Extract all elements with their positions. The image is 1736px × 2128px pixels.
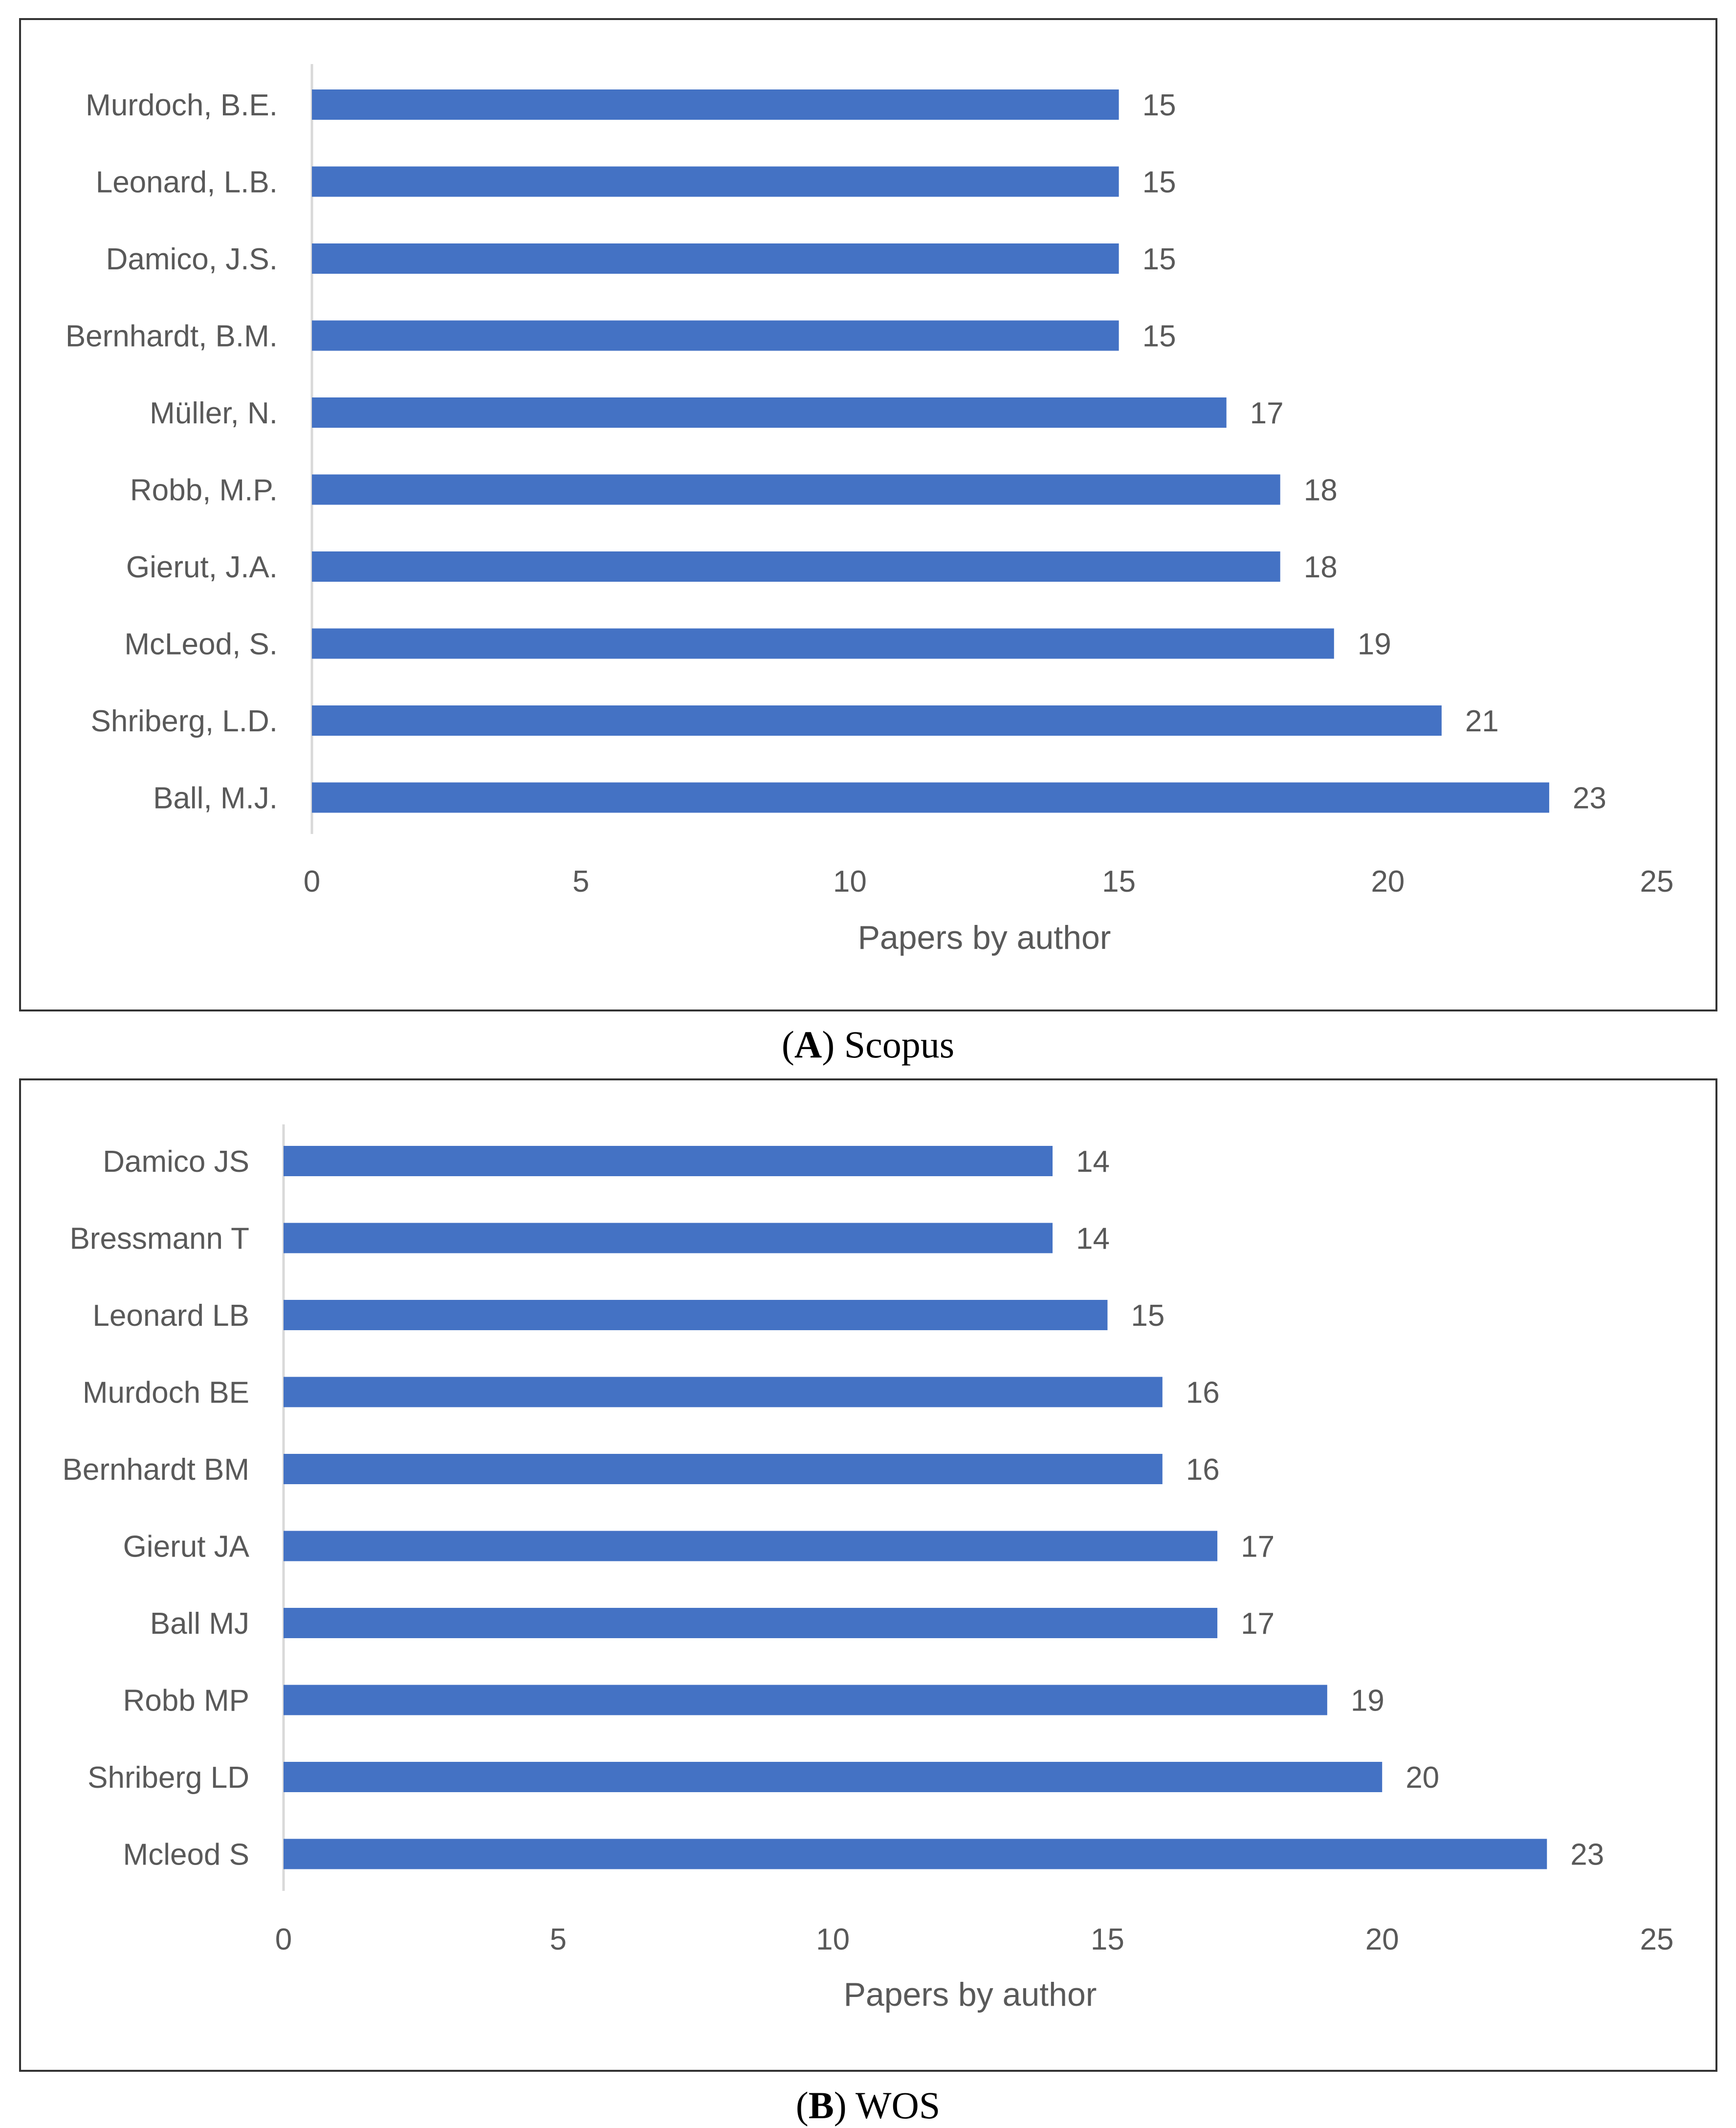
bar xyxy=(312,320,1119,351)
caption-letter: A xyxy=(794,1023,822,1066)
caption-text: WOS xyxy=(855,2084,941,2127)
data-label: 17 xyxy=(1241,1530,1275,1564)
x-tick-label: 25 xyxy=(1640,1923,1674,1956)
x-axis-label: Papers by author xyxy=(844,1976,1097,2013)
category-label: Leonard, L.B. xyxy=(96,166,278,199)
caption-scopus: (A) Scopus xyxy=(781,1023,955,1066)
data-label: 18 xyxy=(1304,550,1338,584)
category-label: Damico JS xyxy=(103,1145,249,1179)
x-tick-label: 5 xyxy=(550,1923,567,1956)
data-label: 14 xyxy=(1076,1222,1110,1256)
bar xyxy=(284,1608,1218,1638)
category-label: Mcleod S xyxy=(123,1838,249,1872)
category-label: Gierut, J.A. xyxy=(126,550,278,584)
bar xyxy=(284,1839,1547,1869)
bar xyxy=(284,1685,1327,1715)
caption-text: Scopus xyxy=(844,1023,955,1066)
x-axis-label: Papers by author xyxy=(858,919,1111,956)
x-tick-label: 15 xyxy=(1091,1923,1124,1956)
category-label: Gierut JA xyxy=(123,1530,250,1564)
data-label: 15 xyxy=(1143,320,1176,353)
bar xyxy=(312,705,1442,736)
category-label: Leonard LB xyxy=(92,1299,249,1333)
bar xyxy=(284,1531,1218,1561)
bar xyxy=(312,628,1334,659)
category-label: Robb, M.P. xyxy=(130,474,278,507)
bar xyxy=(284,1223,1053,1253)
bar xyxy=(312,474,1280,505)
x-tick-label: 0 xyxy=(304,865,320,899)
category-label: Bressmann T xyxy=(69,1222,249,1256)
data-label: 15 xyxy=(1131,1299,1165,1333)
data-label: 23 xyxy=(1570,1838,1604,1872)
x-tick-label: 25 xyxy=(1640,865,1674,899)
category-label: Bernhardt, B.M. xyxy=(66,320,278,353)
x-tick-label: 5 xyxy=(572,865,589,899)
category-label: Ball MJ xyxy=(150,1607,249,1641)
bar xyxy=(284,1454,1163,1484)
bar xyxy=(312,243,1119,274)
data-label: 16 xyxy=(1186,1376,1220,1410)
chart-panel-scopus: Murdoch, B.E. 15 Leonard, L.B. 15 Damico, J.… xyxy=(19,18,1717,1011)
bar xyxy=(284,1377,1163,1407)
data-label: 15 xyxy=(1143,88,1176,122)
data-label: 19 xyxy=(1351,1684,1384,1718)
bar xyxy=(312,551,1280,582)
category-label: Murdoch BE xyxy=(83,1376,249,1410)
category-label: Müller, N. xyxy=(150,396,278,430)
data-label: 16 xyxy=(1186,1453,1220,1487)
x-tick-label: 15 xyxy=(1102,865,1136,899)
chart-panel-wos: Damico JS 14 Bressmann T 14 Leonard LB 15 Murd… xyxy=(19,1078,1717,2072)
bar xyxy=(312,166,1119,197)
caption-wos: (B) WOS xyxy=(795,2084,941,2127)
x-tick-label: 20 xyxy=(1371,865,1405,899)
data-label: 15 xyxy=(1143,166,1176,199)
category-label: Damico, J.S. xyxy=(106,242,278,276)
bar xyxy=(312,782,1549,813)
x-tick-label: 0 xyxy=(275,1923,292,1956)
x-tick-label: 10 xyxy=(833,865,867,899)
data-label: 23 xyxy=(1573,782,1606,815)
category-label: Murdoch, B.E. xyxy=(86,88,278,122)
chart-scopus: Murdoch, B.E. 15 Leonard, L.B. 15 Damico, J.… xyxy=(66,64,1674,956)
bar xyxy=(284,1146,1053,1176)
data-label: 20 xyxy=(1406,1761,1439,1795)
bar xyxy=(284,1300,1108,1330)
category-label: Shriberg, L.D. xyxy=(90,704,278,738)
category-label: Shriberg LD xyxy=(88,1761,249,1795)
data-label: 17 xyxy=(1250,396,1284,430)
caption-letter: B xyxy=(808,2084,834,2127)
data-label: 17 xyxy=(1241,1607,1275,1641)
x-tick-label: 20 xyxy=(1365,1923,1399,1956)
data-label: 21 xyxy=(1465,704,1499,738)
chart-wos: Damico JS 14 Bressmann T 14 Leonard LB 15 Murd… xyxy=(62,1124,1674,2013)
data-label: 18 xyxy=(1304,474,1338,507)
data-label: 15 xyxy=(1143,242,1176,276)
data-label: 19 xyxy=(1358,628,1391,661)
category-label: McLeod, S. xyxy=(124,628,278,661)
category-label: Robb MP xyxy=(123,1684,249,1718)
x-tick-label: 10 xyxy=(816,1923,850,1956)
bar xyxy=(284,1762,1383,1792)
category-label: Ball, M.J. xyxy=(153,782,278,815)
category-label: Bernhardt BM xyxy=(62,1453,249,1487)
bar xyxy=(312,89,1119,120)
data-label: 14 xyxy=(1076,1145,1110,1179)
bar xyxy=(312,397,1227,428)
